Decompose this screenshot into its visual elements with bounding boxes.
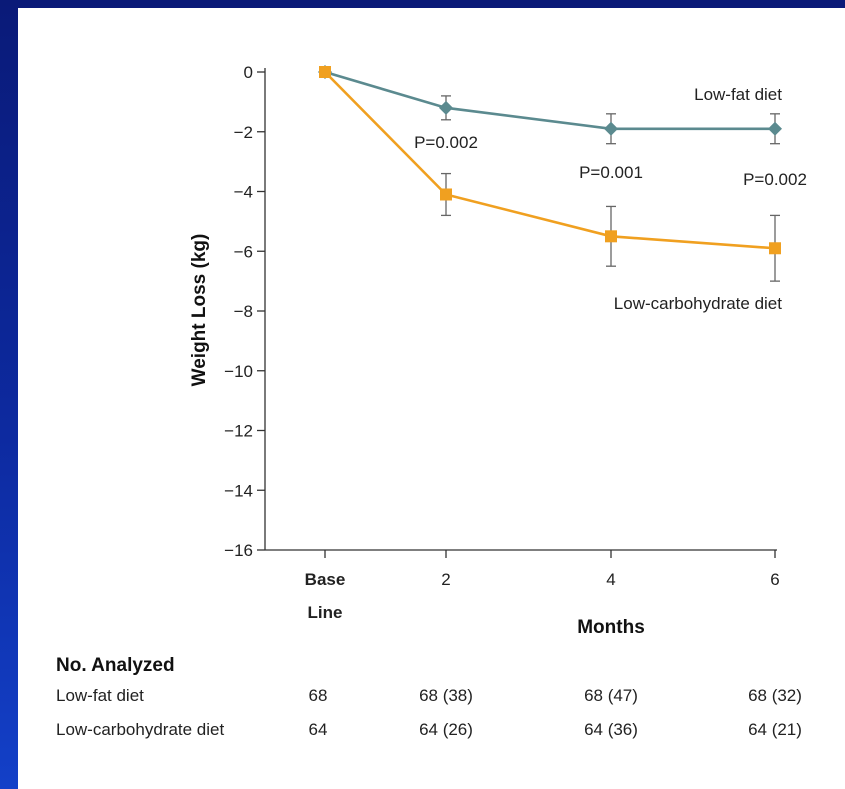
x-tick-label: 4 xyxy=(606,570,615,589)
series-label: Low-carbohydrate diet xyxy=(614,294,782,313)
slide-canvas xyxy=(18,8,845,789)
data-point xyxy=(604,121,618,136)
y-tick-label: −8 xyxy=(234,302,253,321)
data-point xyxy=(319,66,331,78)
table-cell: 64 (21) xyxy=(748,720,802,739)
x-tick-label: Base xyxy=(305,570,346,589)
table-cell: 68 (32) xyxy=(748,686,802,705)
x-tick-label: Line xyxy=(308,603,343,622)
p-value-annotation: P=0.002 xyxy=(414,133,478,152)
x-tick-label: 2 xyxy=(441,570,450,589)
series-line xyxy=(324,71,776,250)
table-cell: 68 (47) xyxy=(584,686,638,705)
y-axis-title: Weight Loss (kg) xyxy=(189,234,210,387)
y-tick-label: −2 xyxy=(234,123,253,142)
series-label: Low-fat diet xyxy=(694,85,782,104)
x-axis-title: Months xyxy=(577,617,645,638)
y-tick-label: −4 xyxy=(234,183,253,202)
y-tick-label: −14 xyxy=(224,481,253,500)
table-cell: 64 (26) xyxy=(419,720,473,739)
x-tick-label: 6 xyxy=(770,570,779,589)
p-value-annotation: P=0.001 xyxy=(579,163,643,182)
data-point xyxy=(605,230,617,243)
p-value-annotation: P=0.002 xyxy=(743,170,807,189)
series-line xyxy=(324,70,775,131)
y-tick-label: −12 xyxy=(224,422,253,441)
table-row-label: Low-carbohydrate diet xyxy=(56,720,224,739)
data-point xyxy=(769,242,781,255)
table-row-label: Low-fat diet xyxy=(56,686,144,705)
y-tick-label: 0 xyxy=(244,63,253,82)
table-cell: 68 (38) xyxy=(419,686,473,705)
data-point xyxy=(768,121,782,136)
table-heading: No. Analyzed xyxy=(56,655,175,676)
table-cell: 64 (36) xyxy=(584,720,638,739)
table-cell: 68 xyxy=(309,686,328,705)
data-point xyxy=(440,188,452,201)
y-tick-label: −16 xyxy=(224,541,253,560)
table-cell: 64 xyxy=(309,720,328,739)
y-tick-label: −6 xyxy=(234,242,253,261)
data-point xyxy=(439,100,453,115)
y-tick-label: −10 xyxy=(224,362,253,381)
